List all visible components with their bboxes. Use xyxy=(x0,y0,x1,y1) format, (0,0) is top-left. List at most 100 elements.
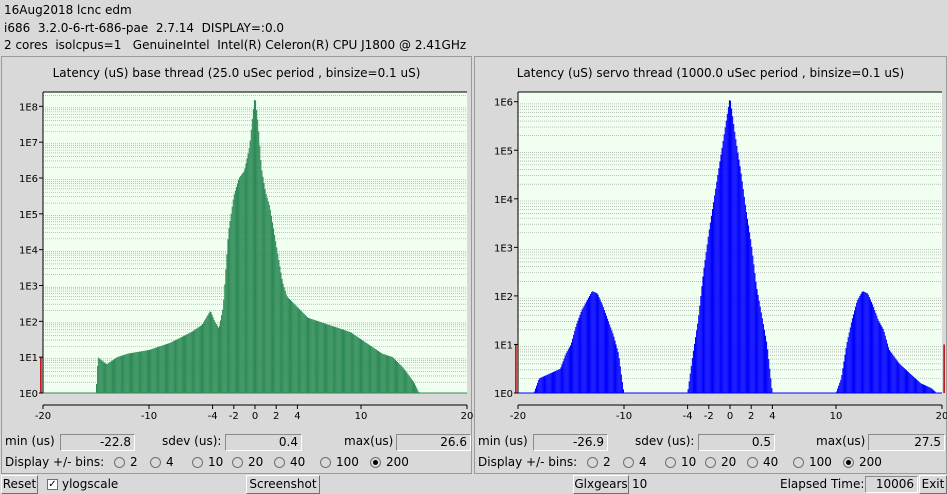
servo-bar xyxy=(931,388,933,393)
base-bar xyxy=(164,344,166,393)
base-bar xyxy=(239,177,241,393)
servo-bar xyxy=(887,347,889,393)
base-bar xyxy=(233,194,235,393)
base-bins-radio-40[interactable] xyxy=(274,457,285,468)
base-bar xyxy=(359,338,361,393)
base-bar xyxy=(387,355,389,393)
base-bar xyxy=(101,360,103,393)
servo-bins-radio-40[interactable] xyxy=(747,457,758,468)
servo-bar xyxy=(880,325,882,393)
servo-bar xyxy=(720,154,722,393)
base-bar xyxy=(197,327,199,393)
base-bar xyxy=(280,272,282,393)
base-bar xyxy=(221,315,223,393)
servo-bar xyxy=(740,173,742,393)
base-bar xyxy=(212,317,214,393)
base-bar xyxy=(404,370,406,393)
servo-bins-label-200: 200 xyxy=(859,455,882,469)
servo-bar xyxy=(702,276,704,393)
base-bar xyxy=(384,354,386,393)
base-bar xyxy=(347,331,349,393)
base-bins-label-200: 200 xyxy=(386,455,409,469)
base-bar xyxy=(397,362,399,393)
servo-bar xyxy=(873,307,875,393)
base-bar xyxy=(133,352,135,393)
servo-bins-radio-4[interactable] xyxy=(623,457,634,468)
servo-bins-radio-20[interactable] xyxy=(705,457,716,468)
servo-bar xyxy=(600,301,602,393)
ylogscale-checkbox[interactable]: ✓ xyxy=(47,479,58,490)
base-bins-radio-2[interactable] xyxy=(114,457,125,468)
servo-bar xyxy=(564,355,566,393)
servo-bar xyxy=(904,369,906,393)
base-bar xyxy=(335,327,337,393)
base-bar xyxy=(110,361,112,393)
servo-bar xyxy=(697,323,699,393)
servo-bins-radio-200[interactable] xyxy=(843,457,854,468)
base-bar xyxy=(333,326,335,393)
servo-bar xyxy=(864,292,866,393)
base-bar xyxy=(195,328,197,393)
base-bins-label-2: 2 xyxy=(130,455,138,469)
base-bar xyxy=(158,346,160,393)
servo-bar xyxy=(861,292,863,393)
reset-button[interactable]: Reset xyxy=(1,475,38,494)
screenshot-button[interactable]: Screenshot xyxy=(246,475,320,494)
servo-bar xyxy=(763,329,765,393)
servo-xtick-label: -4 xyxy=(683,411,693,422)
servo-bar xyxy=(764,335,767,393)
servo-bar xyxy=(769,368,771,393)
exit-button[interactable]: Exit xyxy=(919,475,947,494)
servo-bar xyxy=(560,367,562,393)
base-bar xyxy=(150,349,152,393)
base-bins-radio-100[interactable] xyxy=(320,457,331,468)
servo-bar xyxy=(916,379,918,393)
servo-bar xyxy=(551,372,553,393)
servo-bar xyxy=(578,317,580,393)
base-min-label: min (us) xyxy=(5,434,55,448)
servo-bar xyxy=(534,388,537,393)
base-bar xyxy=(330,325,332,393)
base-bar xyxy=(156,347,158,393)
base-bar xyxy=(203,322,205,393)
base-bar xyxy=(157,346,159,393)
servo-bins-label-20: 20 xyxy=(721,455,737,469)
base-bar xyxy=(181,336,183,393)
base-bar xyxy=(193,330,195,393)
base-bar xyxy=(287,297,289,393)
base-bar xyxy=(300,310,302,393)
base-bar xyxy=(136,352,138,393)
servo-bins-radio-10[interactable] xyxy=(665,457,676,468)
servo-bar xyxy=(576,323,578,393)
base-bar xyxy=(187,333,189,393)
base-bar xyxy=(277,253,279,393)
servo-bins-label-10: 10 xyxy=(681,455,697,469)
base-bar xyxy=(376,350,378,393)
base-bar xyxy=(369,345,371,393)
base-bar xyxy=(154,348,156,393)
base-bar xyxy=(252,109,254,393)
servo-bar xyxy=(581,309,583,393)
servo-bins-radio-2[interactable] xyxy=(587,457,598,468)
base-bar xyxy=(249,140,251,393)
base-bar xyxy=(107,363,109,393)
base-bins-radio-200[interactable] xyxy=(370,457,381,468)
servo-bar xyxy=(839,382,841,393)
base-bar xyxy=(408,375,410,393)
base-bar xyxy=(204,320,206,393)
base-bar xyxy=(232,199,234,393)
base-bins-radio-4[interactable] xyxy=(150,457,161,468)
base-bar xyxy=(255,100,257,393)
servo-bar xyxy=(622,389,624,393)
base-bar xyxy=(242,172,244,393)
base-bar xyxy=(129,353,131,393)
base-bins-radio-10[interactable] xyxy=(192,457,203,468)
base-bar xyxy=(275,241,277,393)
base-bar xyxy=(314,320,316,393)
base-bar xyxy=(186,334,188,393)
base-bins-radio-20[interactable] xyxy=(232,457,243,468)
servo-bar xyxy=(716,181,718,393)
base-bar xyxy=(362,340,364,393)
glxgears-button[interactable]: Glxgears xyxy=(573,475,629,494)
servo-bins-radio-100[interactable] xyxy=(793,457,804,468)
